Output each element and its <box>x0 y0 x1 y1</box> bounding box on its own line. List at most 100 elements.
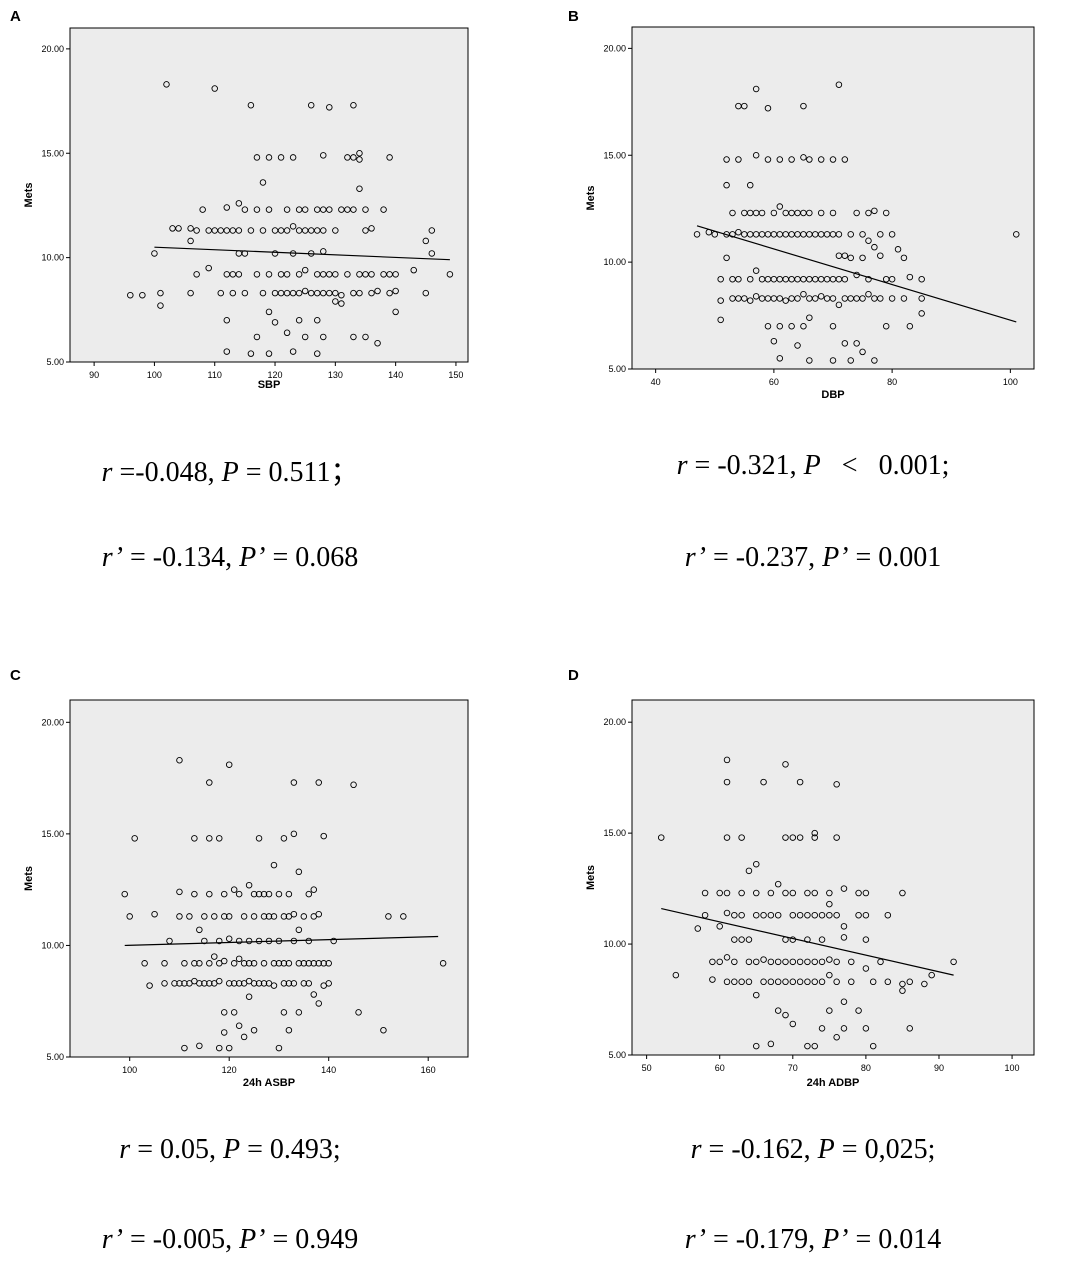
data-point <box>811 1042 818 1050</box>
r-prime-value: = -0.179, <box>705 1224 823 1255</box>
data-point <box>804 978 811 986</box>
scatter-plot-c: 5.00 10.00 15.00 20.00 100 120 140 160 24h ASBP M… <box>0 660 542 1100</box>
data-point <box>181 980 188 987</box>
data-point <box>770 209 778 217</box>
p-symbol: P <box>817 1134 835 1165</box>
x-tick-label: 80 <box>861 1063 871 1073</box>
data-point <box>428 227 436 234</box>
data-point <box>235 1022 243 1030</box>
data-point <box>253 271 261 278</box>
data-point <box>362 333 369 341</box>
data-point <box>325 980 332 987</box>
data-point <box>400 913 407 920</box>
data-point <box>774 958 782 966</box>
data-point <box>709 976 716 983</box>
y-tick-label: 5.00 <box>608 364 626 374</box>
data-point <box>356 185 363 192</box>
data-point <box>794 342 801 349</box>
p-value: = 0.511； <box>238 457 359 488</box>
data-point <box>161 980 168 987</box>
y-axis-label: Mets <box>23 866 35 891</box>
data-point <box>796 978 804 986</box>
data-point <box>186 913 193 920</box>
data-point <box>804 911 811 919</box>
data-point <box>796 778 804 786</box>
data-point <box>840 1025 848 1032</box>
p-prime-symbol: P’ <box>822 542 849 573</box>
data-point <box>285 890 293 898</box>
data-point <box>392 308 399 316</box>
data-point <box>223 348 231 355</box>
data-point <box>752 85 760 93</box>
x-tick-label: 100 <box>1003 377 1018 387</box>
data-point <box>428 250 436 257</box>
data-point <box>374 287 381 295</box>
data-point <box>250 890 258 898</box>
data-point <box>764 104 772 112</box>
data-point <box>220 890 228 898</box>
r-symbol: r <box>101 457 113 488</box>
r-value: = -0.321, <box>687 450 804 481</box>
data-point <box>841 340 849 347</box>
data-point <box>657 834 665 841</box>
data-point <box>229 289 237 297</box>
stat-line-d1: r = -0.162, P = 0,025; <box>542 1134 1084 1166</box>
data-point <box>215 937 223 945</box>
data-point <box>800 290 807 298</box>
stat-line-b2: r’ = -0.237, P’ = 0.001 <box>542 542 1084 574</box>
data-point <box>800 154 807 161</box>
data-point <box>865 209 872 217</box>
data-point <box>862 889 870 897</box>
data-point <box>253 154 261 161</box>
data-point <box>882 209 890 217</box>
data-point <box>206 835 213 842</box>
data-point <box>717 316 724 324</box>
data-point <box>877 252 884 259</box>
data-point <box>220 1029 228 1036</box>
data-point <box>320 960 327 967</box>
data-point <box>840 998 848 1006</box>
r-symbol: r <box>119 1134 131 1165</box>
data-point <box>796 958 804 966</box>
data-point <box>305 980 313 987</box>
p-value: = 0.493; <box>240 1134 341 1165</box>
scatter-plot-b: 5.00 10.00 15.00 20.00 40 60 80 100 DBP Mets <box>542 0 1084 410</box>
data-point <box>833 1034 840 1041</box>
data-point <box>250 1026 258 1034</box>
data-point <box>758 209 766 217</box>
data-point <box>280 980 288 987</box>
fit-line <box>696 225 1017 323</box>
data-point <box>368 271 375 278</box>
data-point <box>290 980 298 987</box>
data-point <box>275 1044 283 1052</box>
data-point <box>738 911 745 919</box>
data-point <box>247 227 255 234</box>
data-point <box>840 923 848 930</box>
data-point <box>211 913 218 920</box>
data-point <box>253 333 261 341</box>
data-point <box>151 910 158 918</box>
data-point <box>804 1042 811 1050</box>
data-point <box>789 889 797 897</box>
data-point <box>764 323 772 330</box>
data-point <box>869 978 877 986</box>
data-point <box>723 181 730 189</box>
data-point <box>240 1033 248 1041</box>
data-point <box>806 209 813 217</box>
data-point <box>332 227 339 234</box>
data-point <box>745 867 753 875</box>
data-point <box>220 957 228 965</box>
data-point <box>350 333 357 341</box>
x-tick-label: 120 <box>268 370 283 380</box>
data-point <box>131 835 138 842</box>
data-point <box>833 958 840 966</box>
data-point <box>767 911 775 919</box>
data-point <box>804 889 811 897</box>
y-tick-label: 20.00 <box>41 717 64 727</box>
data-point <box>764 156 772 163</box>
data-point <box>826 956 833 963</box>
data-point <box>794 295 801 302</box>
y-tick-label: 10.00 <box>41 940 64 950</box>
x-tick-label: 140 <box>388 370 403 380</box>
data-point <box>806 314 813 321</box>
